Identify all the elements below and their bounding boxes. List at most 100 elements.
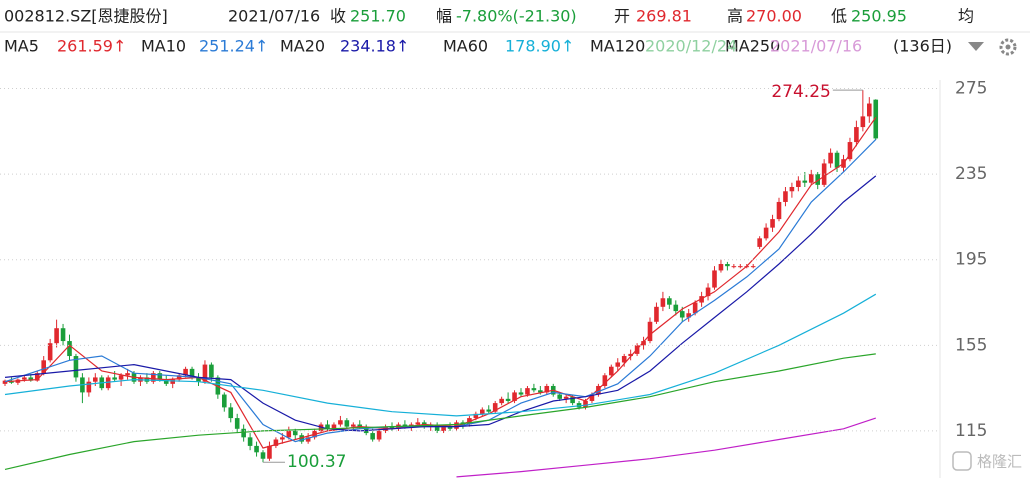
legend-value: 261.59↑ (57, 37, 126, 56)
candle-body (538, 390, 543, 393)
ma-line (4, 116, 877, 449)
candle-body (505, 398, 511, 401)
candle-body (54, 328, 59, 344)
candle-body (34, 373, 40, 381)
candle-body (473, 413, 479, 419)
candle-body (570, 396, 575, 404)
candle-body (73, 356, 79, 378)
candle-body (163, 379, 169, 384)
candle-body (176, 375, 182, 380)
candle-body (318, 424, 324, 431)
candle-body (628, 353, 633, 357)
legend-name: MA20 (280, 37, 325, 56)
legend-name: MA120 (590, 37, 645, 56)
candle-body (679, 311, 685, 318)
date: 2021/07/16 (228, 7, 320, 26)
candle-body (808, 174, 814, 183)
candle-body (596, 385, 601, 395)
candle-body (331, 424, 337, 429)
legend-name: MA250 (725, 37, 780, 56)
candle-body (267, 445, 272, 459)
candle-body (738, 266, 743, 268)
candle-body (2, 380, 8, 384)
plot-area (2, 90, 879, 478)
candle-body (480, 409, 485, 414)
candle-body (705, 287, 711, 297)
settings-icon[interactable] (999, 38, 1017, 56)
range-end: 2021/07/16 (770, 37, 862, 56)
header-label: 均 (958, 7, 974, 26)
candle-body (273, 439, 279, 446)
candle-body (125, 373, 130, 376)
candle-body (602, 375, 608, 386)
ma-line (4, 353, 876, 470)
dropdown-icon[interactable] (968, 42, 984, 51)
candle-body (712, 270, 717, 288)
candle-body (389, 426, 395, 429)
watermark-box (952, 451, 972, 471)
candle-body (854, 127, 859, 143)
candle-body (157, 373, 163, 380)
candle-body (280, 437, 285, 440)
candle-body (228, 407, 234, 419)
legend-value: 251.24↑ (199, 37, 268, 56)
candle-body (254, 445, 259, 453)
candle-body (286, 430, 292, 438)
candle-body (847, 142, 853, 160)
candle-body (183, 368, 188, 376)
candle-body (686, 313, 691, 318)
candle-body (731, 266, 737, 268)
header-label: 开 (614, 7, 630, 26)
candle-body (783, 191, 788, 202)
candle-body (402, 424, 408, 427)
header-label: 高 (727, 7, 743, 26)
annotation-high: 274.25 (771, 82, 830, 102)
candle-body (802, 180, 808, 183)
candle-body (557, 394, 562, 399)
header-value: -7.80%(-21.30) (456, 7, 577, 26)
candle-body (609, 366, 614, 376)
candle-body (492, 403, 498, 412)
candle-body (750, 266, 756, 268)
candle-body (86, 381, 92, 393)
candle-body (834, 152, 840, 168)
candle-body (518, 392, 524, 395)
candle-body (105, 377, 111, 389)
candle-body (357, 424, 363, 427)
candle-body (615, 362, 621, 367)
candle-body (486, 409, 492, 412)
candle-body (241, 428, 246, 438)
candle-body (641, 341, 646, 346)
candle-body (376, 430, 382, 440)
candle-body (441, 426, 446, 431)
candle-body (305, 437, 311, 442)
candle-body (589, 394, 595, 401)
candle-body (28, 377, 34, 381)
candle-body (447, 426, 453, 429)
candle-body (209, 364, 214, 378)
candle-body (512, 392, 517, 401)
candle-body (789, 186, 795, 192)
header-label: 幅 (436, 7, 452, 26)
candle-body (776, 201, 782, 220)
candle-body (170, 379, 175, 384)
header-value: 250.95 (851, 7, 907, 26)
range-start: 2020/12/24 (645, 37, 737, 56)
candle-body (763, 227, 769, 239)
candle-body (47, 343, 53, 361)
candle-body (873, 99, 879, 139)
candle-body (583, 400, 588, 408)
ma-line (4, 138, 877, 443)
candle-body (112, 377, 117, 380)
candle-body (344, 420, 350, 427)
candle-body (673, 304, 679, 312)
candle-body (454, 422, 459, 429)
candle-body (351, 424, 356, 427)
candle-body (667, 298, 672, 305)
candle-body (815, 174, 820, 185)
stock-code: 002812.SZ[恩捷股份] (4, 7, 168, 26)
candle-body (60, 328, 66, 342)
candle-body (292, 430, 298, 436)
ma-line (456, 417, 876, 478)
